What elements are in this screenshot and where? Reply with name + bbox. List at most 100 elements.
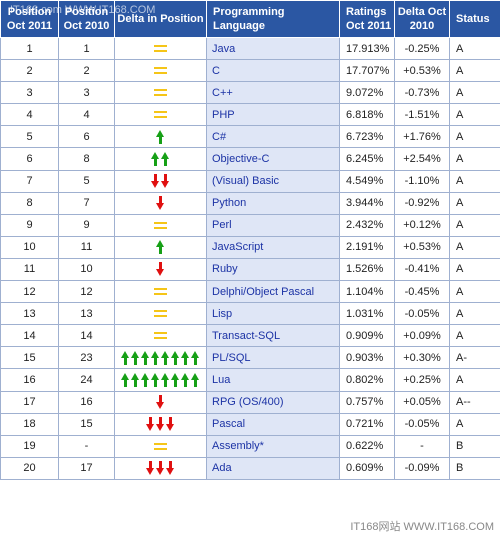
header-status[interactable]: Status	[449, 0, 500, 38]
header-position-now[interactable]: Position Oct 2011	[0, 0, 59, 38]
language-link[interactable]: PHP	[206, 103, 340, 127]
position-now-cell: 13	[0, 302, 59, 326]
position-prev-cell: 16	[58, 390, 115, 414]
arrow-down-icon	[146, 417, 155, 432]
position-prev-cell: 7	[58, 191, 115, 215]
trend-indicator	[156, 129, 165, 144]
delta-position-cell	[114, 456, 207, 480]
trend-indicator	[156, 262, 165, 277]
language-link[interactable]: C	[206, 59, 340, 83]
language-link[interactable]: Python	[206, 191, 340, 215]
arrow-up-icon	[191, 372, 200, 387]
language-link[interactable]: Lua	[206, 368, 340, 392]
position-prev-cell: 8	[58, 147, 115, 171]
status-cell: A	[449, 213, 500, 237]
delta-position-cell	[114, 36, 207, 61]
equal-icon	[154, 111, 167, 119]
table-row: 8 7 Python 3.944% -0.92% A	[0, 191, 500, 215]
table-header-row: Position Oct 2011 Position Oct 2010 Delt…	[0, 0, 500, 38]
table-row: 4 4 PHP 6.818% -1.51% A	[0, 103, 500, 127]
arrow-down-icon	[166, 461, 175, 476]
position-now-cell: 14	[0, 324, 59, 348]
delta-position-cell	[114, 147, 207, 171]
trend-indicator	[121, 350, 200, 365]
header-ratings[interactable]: Ratings Oct 2011	[339, 0, 395, 38]
rating-cell: 2.191%	[339, 235, 395, 259]
arrow-up-icon	[131, 372, 140, 387]
position-now-cell: 4	[0, 103, 59, 127]
rating-cell: 6.818%	[339, 103, 395, 127]
arrow-up-icon	[181, 350, 190, 365]
position-prev-cell: 13	[58, 302, 115, 326]
language-link[interactable]: Perl	[206, 213, 340, 237]
arrow-down-icon	[161, 174, 170, 189]
language-link[interactable]: JavaScript	[206, 235, 340, 259]
arrow-up-icon	[161, 350, 170, 365]
position-now-cell: 3	[0, 81, 59, 105]
rating-cell: 17.913%	[339, 36, 395, 61]
arrow-down-icon	[156, 262, 165, 277]
delta-position-cell	[114, 169, 207, 193]
status-cell: B	[449, 456, 500, 480]
delta-position-cell	[114, 412, 207, 436]
header-position-prev[interactable]: Position Oct 2010	[58, 0, 115, 38]
delta-position-cell	[114, 213, 207, 237]
header-language[interactable]: Programming Language	[206, 0, 340, 38]
language-link[interactable]: Ada	[206, 456, 340, 480]
table-row: 18 15 Pascal 0.721% -0.05% A	[0, 412, 500, 436]
delta-position-cell	[114, 368, 207, 392]
rating-cell: 9.072%	[339, 81, 395, 105]
language-link[interactable]: C++	[206, 81, 340, 105]
equal-icon	[154, 288, 167, 296]
status-cell: A	[449, 302, 500, 326]
arrow-up-icon	[151, 350, 160, 365]
table-row: 6 8 Objective-C 6.245% +2.54% A	[0, 147, 500, 171]
language-link[interactable]: PL/SQL	[206, 346, 340, 370]
arrow-up-icon	[191, 350, 200, 365]
equal-icon	[154, 310, 167, 318]
language-link[interactable]: Delphi/Object Pascal	[206, 280, 340, 304]
language-link[interactable]: Objective-C	[206, 147, 340, 171]
language-link[interactable]: C#	[206, 125, 340, 149]
arrow-up-icon	[141, 372, 150, 387]
rating-cell: 0.609%	[339, 456, 395, 480]
arrow-up-icon	[171, 350, 180, 365]
rating-change-cell: +0.05%	[394, 390, 450, 414]
delta-position-cell	[114, 59, 207, 83]
position-prev-cell: 1	[58, 36, 115, 61]
delta-position-cell	[114, 324, 207, 348]
trend-indicator	[121, 372, 200, 387]
language-link[interactable]: Pascal	[206, 412, 340, 436]
position-prev-cell: 15	[58, 412, 115, 436]
arrow-up-icon	[141, 350, 150, 365]
rating-change-cell: -0.25%	[394, 36, 450, 61]
trend-indicator	[156, 196, 165, 211]
rating-cell: 6.723%	[339, 125, 395, 149]
header-delta-ratings[interactable]: Delta Oct 2010	[394, 0, 450, 38]
trend-indicator	[151, 174, 170, 189]
arrow-up-icon	[161, 152, 170, 167]
equal-icon	[154, 67, 167, 75]
language-link[interactable]: Lisp	[206, 302, 340, 326]
language-link[interactable]: RPG (OS/400)	[206, 390, 340, 414]
watermark-top: IT168.com WWW.IT168.COM	[10, 4, 156, 16]
language-link[interactable]: (Visual) Basic	[206, 169, 340, 193]
rating-change-cell: +0.25%	[394, 368, 450, 392]
rating-change-cell: +0.53%	[394, 59, 450, 83]
delta-position-cell	[114, 434, 207, 458]
trend-indicator	[154, 288, 167, 296]
trend-indicator	[154, 111, 167, 119]
position-now-cell: 17	[0, 390, 59, 414]
arrow-up-icon	[131, 350, 140, 365]
status-cell: A	[449, 103, 500, 127]
arrow-up-icon	[156, 129, 165, 144]
delta-position-cell	[114, 125, 207, 149]
header-delta-position[interactable]: Delta in Position	[114, 0, 207, 38]
arrow-down-icon	[156, 417, 165, 432]
language-link[interactable]: Java	[206, 36, 340, 61]
language-link[interactable]: Ruby	[206, 257, 340, 282]
rating-change-cell: -0.45%	[394, 280, 450, 304]
language-link[interactable]: Transact-SQL	[206, 324, 340, 348]
position-now-cell: 8	[0, 191, 59, 215]
language-link[interactable]: Assembly*	[206, 434, 340, 458]
